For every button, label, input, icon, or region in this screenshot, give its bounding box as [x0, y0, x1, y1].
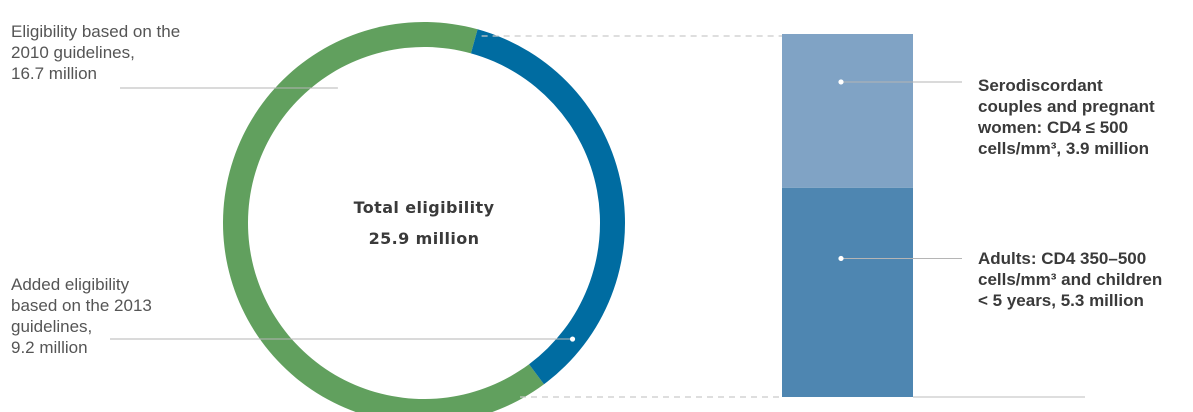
slice-label-2010: Eligibility based on the 2010 guidelines…: [11, 22, 181, 83]
bar-label-adults-children: Adults: CD4 350–500 cells/mm³ and childr…: [978, 249, 1163, 310]
donut-slice-2013: [470, 29, 625, 385]
bar-leader-dot-1: [838, 255, 844, 262]
bar-segment-0: [782, 34, 913, 188]
leader-dot-2013: [569, 336, 576, 342]
center-title: Total eligibility: [353, 198, 495, 217]
bar-leader-dot-0: [838, 79, 844, 85]
bar-segment-1: [782, 187, 913, 397]
breakdown-bar: [782, 34, 913, 397]
bar-label-serodiscordant: Serodiscordant couples and pregnant wome…: [978, 76, 1155, 158]
connector-lines: [481, 35, 1085, 398]
center-value: 25.9 million: [368, 229, 480, 248]
slice-label-2013: Added eligibility based on the 2013 guid…: [11, 275, 152, 357]
donut-slice-2010: [223, 22, 544, 412]
leader-dot-2010: [337, 85, 344, 91]
leader-lines: [110, 79, 962, 342]
donut-chart: [223, 22, 625, 412]
